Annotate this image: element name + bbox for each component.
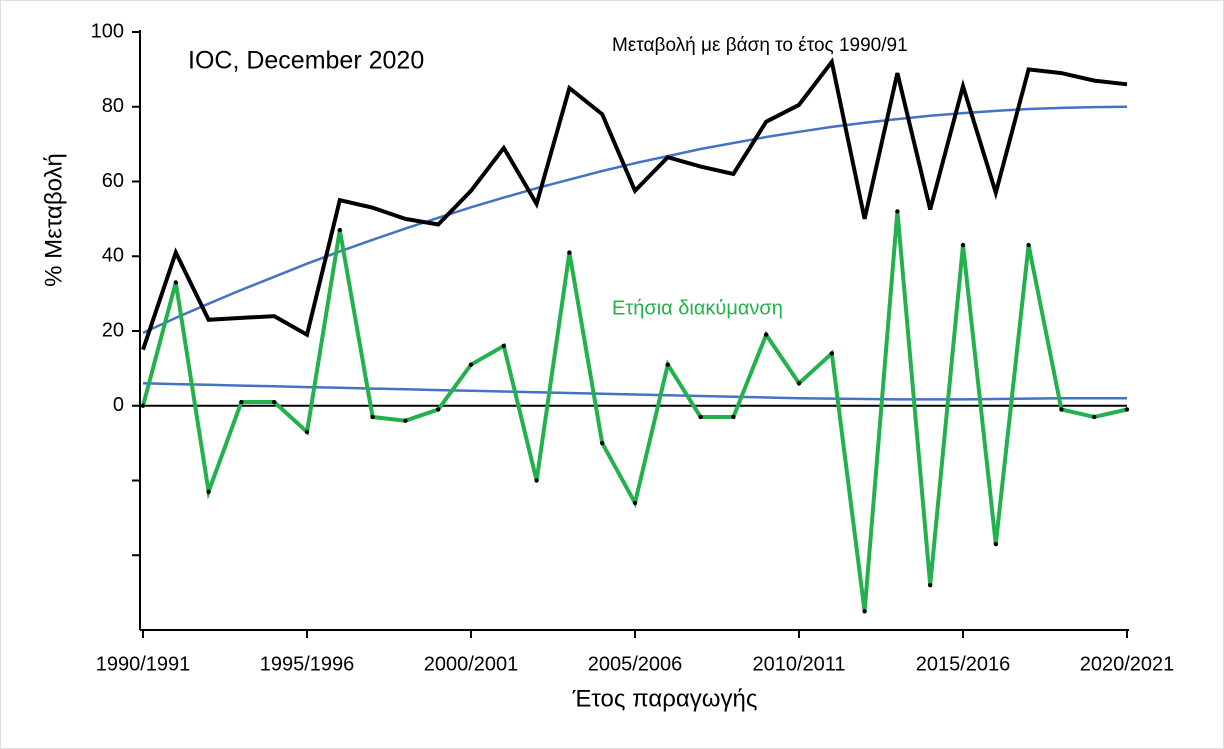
point xyxy=(173,280,178,285)
x-tick-label: 1995/1996 xyxy=(260,653,355,675)
point xyxy=(829,351,834,356)
point xyxy=(1059,407,1064,412)
point xyxy=(928,582,933,588)
point xyxy=(272,399,277,405)
point xyxy=(403,418,408,423)
x-tick-label: 2015/2016 xyxy=(916,653,1011,675)
point xyxy=(698,414,703,420)
x-tick-label: 2020/2021 xyxy=(1080,653,1175,675)
x-axis-label: Έτος παραγωγής xyxy=(572,685,758,712)
trend-line xyxy=(142,382,1127,401)
series-label: Ετήσια διακύμανση xyxy=(612,297,783,319)
point xyxy=(665,362,670,367)
trend-line xyxy=(142,105,1128,335)
point xyxy=(239,399,244,405)
point xyxy=(993,541,998,547)
point xyxy=(632,500,638,506)
x-tick-label: 2005/2006 xyxy=(588,653,683,675)
point xyxy=(436,407,441,412)
point xyxy=(304,429,310,435)
point xyxy=(731,414,736,420)
point xyxy=(534,478,539,483)
point xyxy=(1124,407,1130,412)
y-tick-label: 100 xyxy=(91,20,124,42)
y-tick-label: 80 xyxy=(102,95,124,117)
y-tick-label: 60 xyxy=(102,170,124,192)
point xyxy=(567,250,572,255)
point xyxy=(960,242,966,248)
x-tick-label: 2000/2001 xyxy=(424,653,519,675)
y-tick-label: 0 xyxy=(113,394,124,416)
chart-title: IOC, December 2020 xyxy=(188,47,424,75)
y-axis-label: % Μεταβολή xyxy=(40,153,67,287)
point xyxy=(370,414,375,420)
series-line xyxy=(141,57,1128,351)
y-tick-label: 40 xyxy=(102,245,124,267)
point xyxy=(337,227,342,233)
x-tick-label: 1990/1991 xyxy=(96,653,191,675)
point xyxy=(501,343,506,349)
point xyxy=(862,609,867,614)
point xyxy=(895,209,900,214)
point xyxy=(206,489,211,494)
point xyxy=(600,440,605,446)
x-tick-label: 2010/2011 xyxy=(752,653,845,675)
point xyxy=(764,332,769,337)
y-tick-label: 20 xyxy=(102,319,124,341)
point xyxy=(1092,414,1097,420)
point xyxy=(140,403,146,408)
series-label: Μεταβολή με βάση το έτος 1990/91 xyxy=(612,35,908,56)
point xyxy=(1026,242,1031,248)
point xyxy=(796,381,802,386)
point xyxy=(468,362,474,367)
